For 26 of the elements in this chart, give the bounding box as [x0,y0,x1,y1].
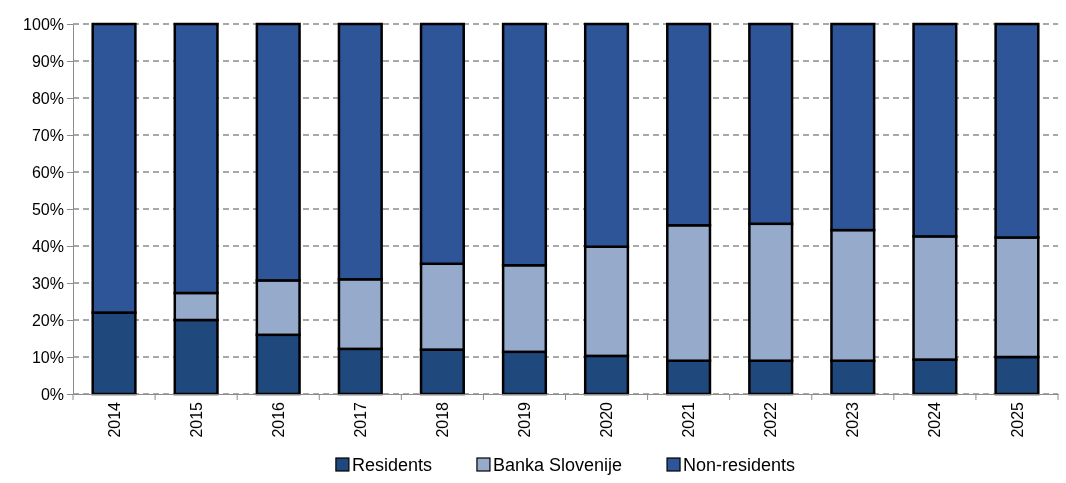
x-tick-label: 2021 [680,401,698,438]
y-tick-label: 90% [31,52,64,70]
legend-label: Banka Slovenije [492,455,623,475]
y-tick-label: 60% [31,163,64,181]
y-tick-label: 80% [31,89,64,107]
x-tick-label: 2023 [844,401,862,438]
y-tick-label: 10% [31,348,64,366]
y-tick-label: 70% [31,126,64,144]
x-tick-label: 2014 [105,401,123,438]
y-tick-label: 30% [31,274,64,292]
legend-label: Non-residents [683,455,796,475]
x-tick-label: 2025 [1008,401,1026,438]
legend-label: Residents [351,455,432,475]
y-tick-label: 100% [23,15,64,33]
x-tick-label: 2024 [926,401,944,438]
y-tick-label: 40% [31,237,64,255]
x-tick-label: 2017 [351,401,369,438]
y-tick-label: 50% [31,200,64,218]
y-tick-label: 0% [40,385,64,403]
x-tick-label: 2020 [598,401,616,438]
x-tick-label: 2015 [187,401,205,438]
y-tick-label: 20% [31,311,64,329]
x-tick-label: 2019 [516,401,534,438]
x-tick-label: 2018 [433,401,451,438]
x-tick-label: 2016 [269,401,287,438]
x-tick-label: 2022 [762,401,780,438]
